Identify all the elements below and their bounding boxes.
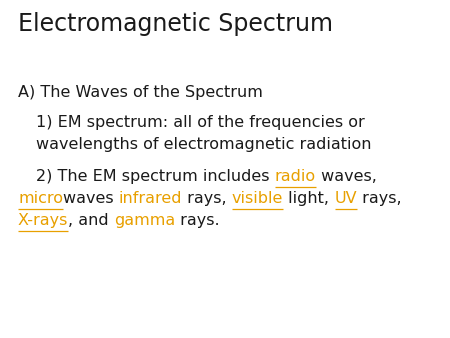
Text: A) The Waves of the Spectrum: A) The Waves of the Spectrum	[18, 85, 263, 100]
Text: infrared: infrared	[119, 191, 182, 206]
Text: waves,: waves,	[316, 169, 377, 184]
Text: X-rays: X-rays	[18, 213, 68, 228]
Text: radio: radio	[274, 169, 316, 184]
Text: , and: , and	[68, 213, 114, 228]
Text: visible: visible	[232, 191, 284, 206]
Text: micro: micro	[18, 191, 63, 206]
Text: light,: light,	[284, 191, 334, 206]
Text: rays,: rays,	[357, 191, 402, 206]
Text: rays.: rays.	[176, 213, 220, 228]
Text: UV: UV	[334, 191, 357, 206]
Text: rays,: rays,	[182, 191, 232, 206]
Text: 1) EM spectrum: all of the frequencies or: 1) EM spectrum: all of the frequencies o…	[36, 115, 365, 130]
Text: gamma: gamma	[114, 213, 176, 228]
Text: wavelengths of electromagnetic radiation: wavelengths of electromagnetic radiation	[36, 137, 372, 152]
Text: Electromagnetic Spectrum: Electromagnetic Spectrum	[18, 12, 333, 36]
Text: waves: waves	[63, 191, 119, 206]
Text: 2) The EM spectrum includes: 2) The EM spectrum includes	[36, 169, 274, 184]
